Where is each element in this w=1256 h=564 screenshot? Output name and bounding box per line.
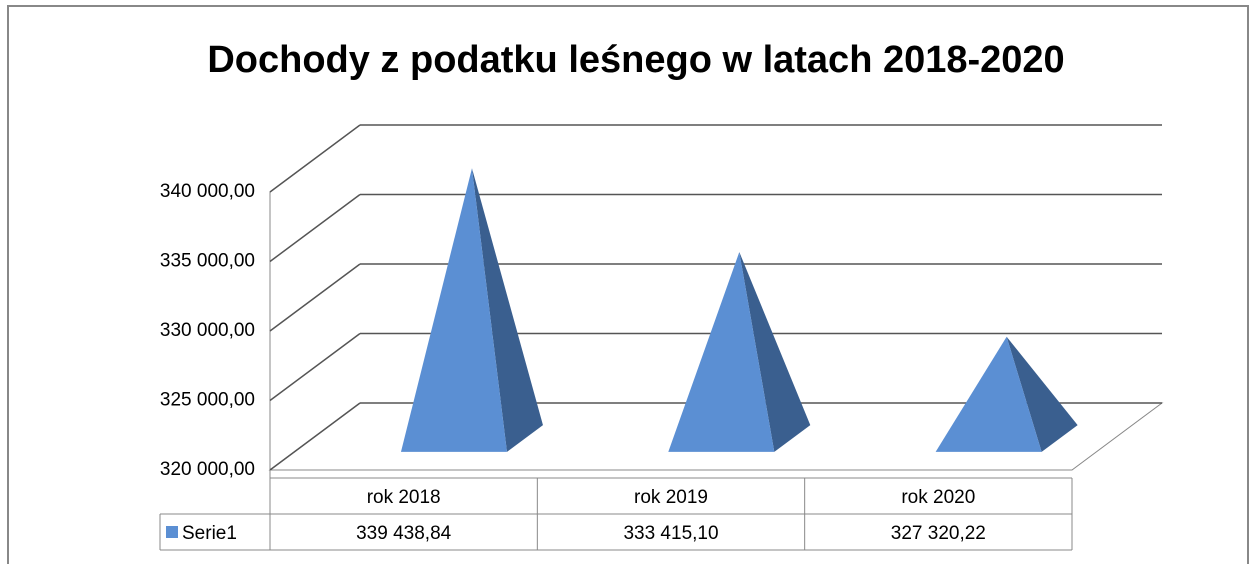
y-tick-label: 340 000,00 — [160, 181, 255, 202]
x-tick-label: rok 2020 — [901, 487, 975, 508]
pyramid-side — [1006, 336, 1078, 452]
chart-title: Dochody z podatku leśnego w latach 2018-… — [207, 39, 1064, 81]
x-tick-label: rok 2018 — [367, 487, 441, 508]
y-tick-label: 320 000,00 — [160, 459, 255, 480]
data-label: 333 415,10 — [623, 523, 718, 544]
pyramid-side — [471, 168, 543, 452]
y-tick-label: 330 000,00 — [160, 320, 255, 341]
grid-line — [269, 332, 361, 402]
pyramid-front — [668, 252, 775, 452]
pyramid-side — [739, 252, 811, 452]
chart-frame — [7, 5, 1249, 564]
grid-line — [269, 124, 361, 193]
data-label: 327 320,22 — [891, 523, 986, 544]
grid-line — [269, 193, 361, 263]
y-tick-label: 325 000,00 — [160, 390, 255, 411]
data-label: 339 438,84 — [356, 523, 452, 544]
grid-line — [269, 263, 361, 332]
legend-label: Serie1 — [182, 523, 237, 544]
pyramid-front — [400, 168, 507, 452]
x-tick-label: rok 2019 — [634, 487, 708, 508]
pyramid-front — [935, 336, 1042, 452]
grid-line — [269, 402, 361, 471]
legend-swatch — [166, 526, 178, 538]
y-tick-label: 335 000,00 — [160, 251, 255, 272]
